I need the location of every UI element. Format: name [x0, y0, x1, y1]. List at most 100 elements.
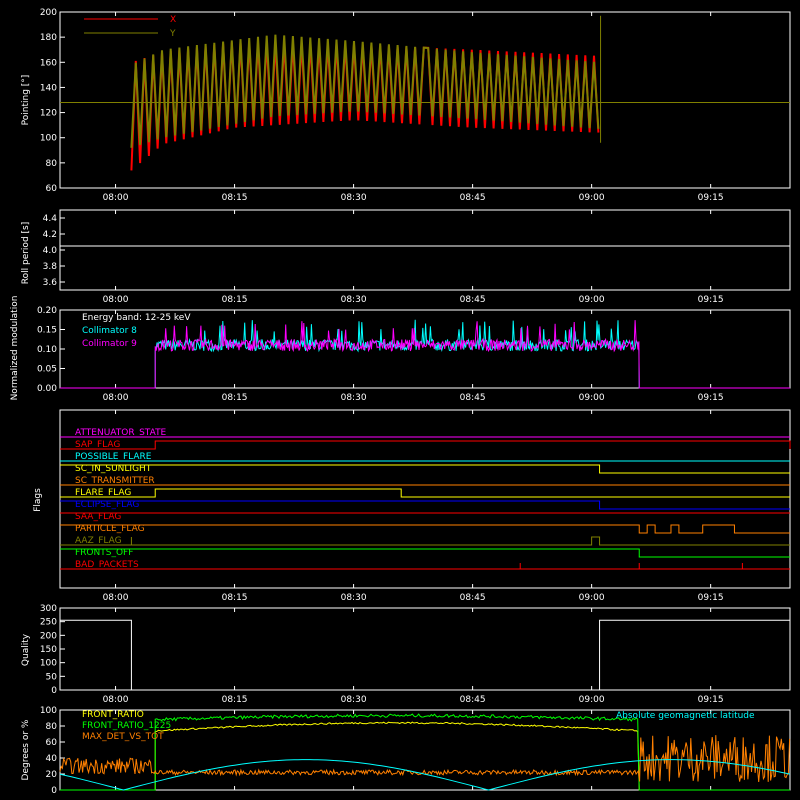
ytick-label: 3.6	[43, 278, 58, 288]
xtick-label: 08:45	[460, 695, 486, 705]
legend-label-collimator-8: Collimator 8	[82, 326, 137, 336]
xtick-label: 08:00	[103, 193, 129, 203]
quality-ylabel: Quality	[21, 633, 31, 666]
flag-label-saa_flag: SAA_FLAG	[75, 512, 121, 522]
xtick-label: 08:45	[460, 393, 486, 403]
xtick-label: 08:15	[222, 193, 248, 203]
quality-series	[60, 619, 790, 691]
modulation-series-0	[60, 319, 790, 389]
xtick-label: 09:15	[698, 295, 724, 305]
panel-frame-1	[59, 209, 791, 291]
ytick-label: 150	[40, 645, 57, 655]
flag-label-attenuator_state: ATTENUATOR_STATE	[75, 428, 167, 438]
ytick-label: 0	[51, 686, 57, 696]
legend-label-collimator-9: Collimator 9	[82, 339, 137, 349]
legend-label-X: X	[170, 15, 176, 25]
degrees-ylabel: Degrees or %	[21, 719, 31, 780]
xtick-label: 08:00	[103, 393, 129, 403]
ytick-label: 100	[40, 659, 57, 669]
ytick-label: 100	[40, 134, 57, 144]
ytick-label: 250	[40, 618, 57, 628]
ytick-label: 4.4	[43, 214, 58, 224]
geomagnetic-latitude-label: Absolute geomagnetic latitude	[616, 711, 755, 721]
xtick-label: 09:00	[579, 295, 605, 305]
legend-label-front-ratio-1225: FRONT_RATIO_1225	[82, 721, 171, 731]
legend-label-max-det: MAX_DET_VS_TOT	[82, 732, 164, 742]
flag-line-fronts_off	[60, 548, 790, 558]
ytick-label: 20	[46, 770, 58, 780]
modulation-ylabel: Normalized modulation	[10, 296, 20, 401]
ytick-label: 200	[40, 8, 57, 18]
max-det-vs-tot-series	[59, 735, 791, 783]
pointing-ylabel: Pointing [°]	[21, 75, 31, 126]
ytick-label: 4.2	[43, 230, 57, 240]
xtick-label: 08:45	[460, 593, 486, 603]
xtick-label: 08:30	[341, 193, 367, 203]
ytick-label: 300	[40, 604, 57, 614]
modulation-series-1	[60, 320, 790, 389]
xtick-label: 08:15	[222, 295, 248, 305]
energy-band-label: Energy band: 12-25 keV	[82, 313, 191, 323]
xtick-label: 08:15	[222, 593, 248, 603]
ytick-label: 3.8	[43, 262, 58, 272]
xtick-label: 09:15	[698, 593, 724, 603]
panel-labels: Pointing [°] Roll period [s] Normalized …	[10, 75, 43, 781]
front-ratio-series	[60, 721, 790, 791]
xtick-label: 09:00	[579, 193, 605, 203]
panel-frame-3	[59, 409, 791, 589]
xtick-label: 08:15	[222, 393, 248, 403]
flag-label-bad_packets: BAD_PACKETS	[75, 560, 139, 570]
ytick-label: 40	[46, 754, 58, 764]
geomagnetic-latitude-series	[59, 759, 791, 791]
xtick-label: 08:30	[341, 593, 367, 603]
flag-line-sc_in_sunlight	[60, 464, 790, 474]
flag-label-particle_flag: PARTICLE_FLAG	[75, 524, 145, 534]
flag-label-aaz_flag: AAZ_FLAG	[75, 536, 122, 546]
xtick-label: 08:30	[341, 393, 367, 403]
ytick-label: 0.20	[37, 306, 57, 316]
legend-label-Y: Y	[169, 29, 176, 39]
xtick-label: 08:45	[460, 193, 486, 203]
ytick-label: 60	[46, 184, 58, 194]
xtick-label: 08:15	[222, 695, 248, 705]
ytick-label: 0.00	[37, 384, 57, 394]
ytick-label: 0.05	[37, 365, 57, 375]
xtick-label: 09:15	[698, 393, 724, 403]
flag-label-sc_in_sunlight: SC_IN_SUNLIGHT	[75, 464, 152, 474]
xtick-label: 08:45	[460, 295, 486, 305]
flag-line-sap_flag	[60, 440, 791, 450]
ytick-label: 120	[40, 109, 57, 119]
ytick-label: 200	[40, 631, 57, 641]
flag-line-aaz_flag	[60, 536, 790, 546]
flag-line-eclipse_flag	[60, 500, 790, 510]
flag-label-sc_transmitter: SC_TRANSMITTER	[75, 476, 155, 486]
xtick-label: 09:15	[698, 695, 724, 705]
ytick-label: 180	[40, 33, 57, 43]
ytick-label: 160	[40, 58, 57, 68]
pointing-series-Y	[130, 34, 600, 148]
ytick-label: 140	[40, 83, 57, 93]
ytick-label: 80	[46, 159, 58, 169]
flag-line-flare_flag	[60, 488, 790, 498]
ytick-label: 100	[40, 706, 57, 716]
ytick-label: 60	[46, 738, 58, 748]
panel-frame-5	[59, 709, 791, 791]
xtick-label: 08:30	[341, 695, 367, 705]
flag-label-eclipse_flag: ECLIPSE_FLAG	[75, 500, 139, 510]
xtick-label: 09:15	[698, 193, 724, 203]
xtick-label: 09:00	[579, 695, 605, 705]
xtick-label: 08:30	[341, 295, 367, 305]
xtick-label: 09:00	[579, 593, 605, 603]
flag-label-flare_flag: FLARE_FLAG	[75, 488, 131, 498]
flag-label-fronts_off: FRONTS_OFF	[75, 548, 133, 558]
legend-label-front-ratio: FRONT_RATIO	[82, 710, 144, 720]
front-ratio-1225-series	[60, 713, 790, 791]
ytick-label: 0.15	[37, 326, 57, 336]
roll-ylabel: Roll period [s]	[21, 222, 31, 284]
chart-layer: 08:00 08:15 08:30 08:45 09:00 09:15 60 80 100 120…	[37, 8, 791, 796]
xtick-label: 08:00	[103, 593, 129, 603]
ytick-label: 50	[46, 672, 58, 682]
ytick-label: 0	[51, 786, 57, 796]
ytick-label: 80	[46, 722, 58, 732]
